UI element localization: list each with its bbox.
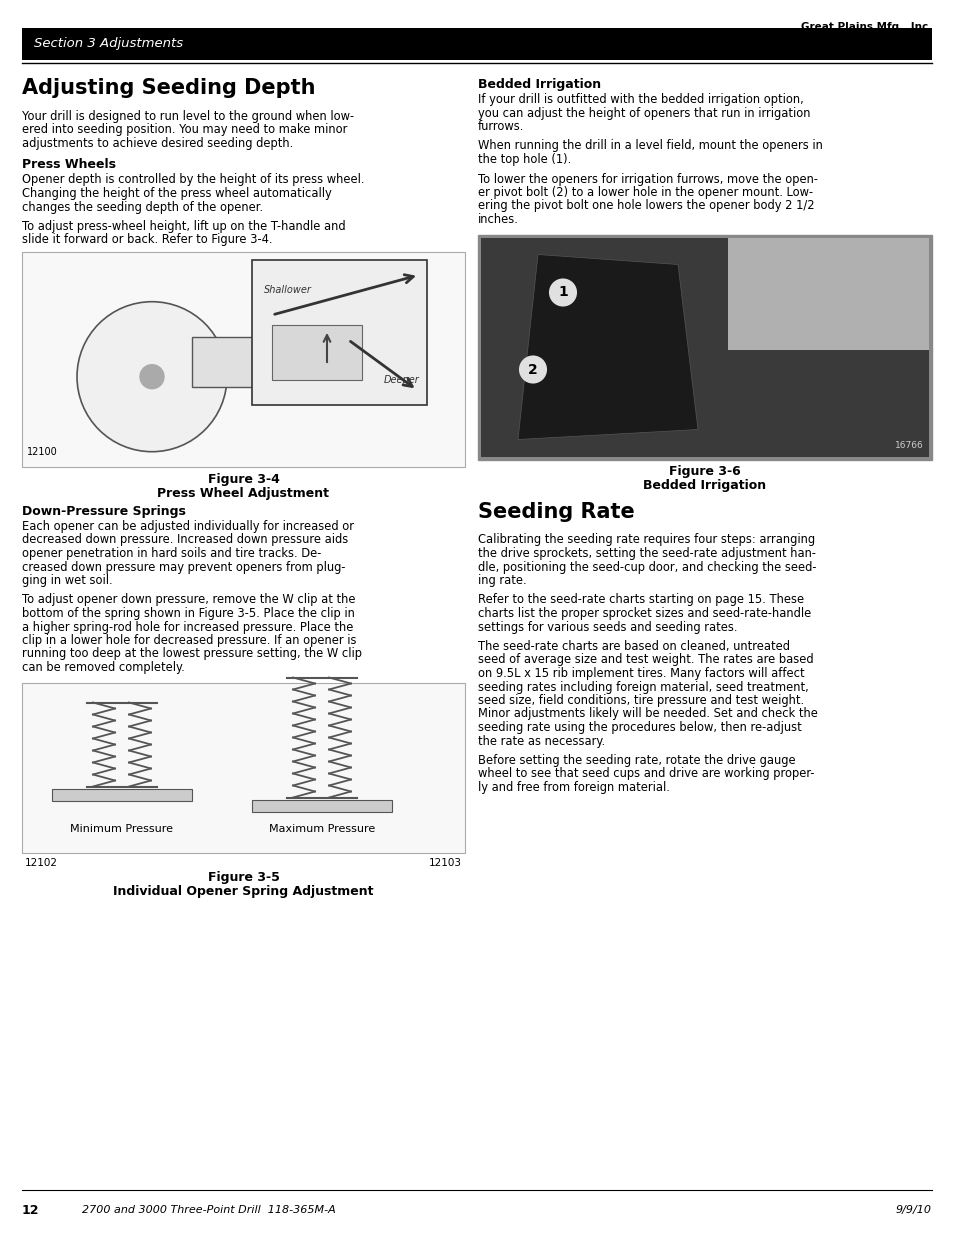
Bar: [252, 261, 427, 405]
Text: opener penetration in hard soils and tire tracks. De-: opener penetration in hard soils and tir…: [22, 547, 321, 559]
Text: Minimum Pressure: Minimum Pressure: [71, 825, 173, 835]
Text: Each opener can be adjusted individually for increased or: Each opener can be adjusted individually…: [22, 520, 354, 534]
Bar: [480, 237, 928, 457]
Text: slide it forward or back. Refer to Figure 3-4.: slide it forward or back. Refer to Figur…: [22, 233, 273, 247]
Text: the top hole (1).: the top hole (1).: [477, 153, 571, 165]
Text: adjustments to achieve desired seeding depth.: adjustments to achieve desired seeding d…: [22, 137, 293, 149]
Text: Minor adjustments likely will be needed. Set and check the: Minor adjustments likely will be needed.…: [477, 708, 817, 720]
Bar: [272, 325, 361, 380]
Text: 1: 1: [558, 285, 567, 300]
Text: If your drill is outfitted with the bedded irrigation option,: If your drill is outfitted with the bedd…: [477, 93, 803, 106]
Text: Bedded Irrigation: Bedded Irrigation: [642, 479, 766, 493]
Text: on 9.5L x 15 rib implement tires. Many factors will affect: on 9.5L x 15 rib implement tires. Many f…: [477, 667, 803, 680]
Text: Down-Pressure Springs: Down-Pressure Springs: [22, 505, 186, 517]
Text: changes the seeding depth of the opener.: changes the seeding depth of the opener.: [22, 200, 263, 214]
Text: Before setting the seeding rate, rotate the drive gauge: Before setting the seeding rate, rotate …: [477, 755, 795, 767]
Text: Individual Opener Spring Adjustment: Individual Opener Spring Adjustment: [113, 884, 374, 898]
Text: furrows.: furrows.: [477, 120, 524, 133]
Text: running too deep at the lowest pressure setting, the W clip: running too deep at the lowest pressure …: [22, 647, 361, 661]
Text: ered into seeding position. You may need to make minor: ered into seeding position. You may need…: [22, 124, 347, 137]
Text: seeding rates including foreign material, seed treatment,: seeding rates including foreign material…: [477, 680, 808, 694]
Text: 12102: 12102: [25, 858, 58, 868]
Text: can be removed completely.: can be removed completely.: [22, 661, 185, 674]
Text: When running the drill in a level field, mount the openers in: When running the drill in a level field,…: [477, 140, 822, 152]
Bar: [22, 683, 464, 852]
Text: seeding rate using the procedures below, then re-adjust: seeding rate using the procedures below,…: [477, 721, 801, 734]
Text: Your drill is designed to run level to the ground when low-: Your drill is designed to run level to t…: [22, 110, 354, 124]
Circle shape: [77, 301, 227, 452]
Text: ing rate.: ing rate.: [477, 574, 526, 587]
Text: ging in wet soil.: ging in wet soil.: [22, 574, 112, 587]
Text: Refer to the seed-rate charts starting on page 15. These: Refer to the seed-rate charts starting o…: [477, 594, 803, 606]
Text: Maximum Pressure: Maximum Pressure: [269, 825, 375, 835]
Text: seed of average size and test weight. The rates are based: seed of average size and test weight. Th…: [477, 653, 813, 667]
Text: wheel to see that seed cups and drive are working proper-: wheel to see that seed cups and drive ar…: [477, 767, 814, 781]
Text: Changing the height of the press wheel automatically: Changing the height of the press wheel a…: [22, 186, 332, 200]
Text: 2: 2: [528, 363, 537, 377]
Text: a higher spring-rod hole for increased pressure. Place the: a higher spring-rod hole for increased p…: [22, 620, 353, 634]
Text: you can adjust the height of openers that run in irrigation: you can adjust the height of openers tha…: [477, 106, 810, 120]
Text: er pivot bolt (2) to a lower hole in the opener mount. Low-: er pivot bolt (2) to a lower hole in the…: [477, 186, 812, 199]
Circle shape: [140, 364, 164, 389]
Bar: [192, 337, 302, 387]
Text: Seeding Rate: Seeding Rate: [477, 501, 634, 521]
Text: 12: 12: [22, 1203, 39, 1216]
Bar: [22, 252, 464, 467]
Bar: [477, 235, 931, 459]
Text: settings for various seeds and seeding rates.: settings for various seeds and seeding r…: [477, 620, 737, 634]
Text: dle, positioning the seed-cup door, and checking the seed-: dle, positioning the seed-cup door, and …: [477, 561, 816, 573]
Text: ering the pivot bolt one hole lowers the opener body 2 1/2: ering the pivot bolt one hole lowers the…: [477, 200, 814, 212]
Text: bottom of the spring shown in Figure 3-5. Place the clip in: bottom of the spring shown in Figure 3-5…: [22, 606, 355, 620]
Bar: [22, 28, 931, 61]
Text: charts list the proper sprocket sizes and seed-rate-handle: charts list the proper sprocket sizes an…: [477, 606, 810, 620]
Text: the rate as necessary.: the rate as necessary.: [477, 735, 604, 747]
Text: Shallower: Shallower: [264, 285, 312, 295]
Text: To lower the openers for irrigation furrows, move the open-: To lower the openers for irrigation furr…: [477, 173, 817, 185]
Circle shape: [519, 357, 545, 383]
Text: clip in a lower hole for decreased pressure. If an opener is: clip in a lower hole for decreased press…: [22, 634, 356, 647]
Text: Press Wheels: Press Wheels: [22, 158, 116, 172]
Text: decreased down pressure. Increased down pressure aids: decreased down pressure. Increased down …: [22, 534, 348, 547]
Text: Press Wheel Adjustment: Press Wheel Adjustment: [157, 487, 329, 500]
Text: 12103: 12103: [429, 858, 461, 868]
Text: Opener depth is controlled by the height of its press wheel.: Opener depth is controlled by the height…: [22, 173, 364, 186]
Text: Calibrating the seeding rate requires four steps: arranging: Calibrating the seeding rate requires fo…: [477, 534, 814, 547]
Text: creased down pressure may prevent openers from plug-: creased down pressure may prevent opener…: [22, 561, 345, 573]
Bar: [52, 788, 192, 800]
Bar: [252, 799, 392, 811]
Text: inches.: inches.: [477, 212, 518, 226]
Text: Bedded Irrigation: Bedded Irrigation: [477, 78, 600, 91]
Text: The seed-rate charts are based on cleaned, untreated: The seed-rate charts are based on cleane…: [477, 640, 789, 653]
Text: 16766: 16766: [894, 441, 923, 450]
Text: 12100: 12100: [27, 447, 58, 457]
Text: seed size, field conditions, tire pressure and test weight.: seed size, field conditions, tire pressu…: [477, 694, 803, 706]
Text: Adjusting Seeding Depth: Adjusting Seeding Depth: [22, 78, 315, 98]
Text: Figure 3-6: Figure 3-6: [668, 466, 740, 478]
Text: ly and free from foreign material.: ly and free from foreign material.: [477, 781, 669, 794]
Polygon shape: [517, 254, 698, 440]
Text: To adjust opener down pressure, remove the W clip at the: To adjust opener down pressure, remove t…: [22, 594, 355, 606]
Text: Figure 3-5: Figure 3-5: [208, 871, 279, 883]
Text: Great Plains Mfg., Inc.: Great Plains Mfg., Inc.: [800, 22, 931, 32]
Bar: [727, 237, 928, 350]
Text: 2700 and 3000 Three-Point Drill  118-365M-A: 2700 and 3000 Three-Point Drill 118-365M…: [82, 1205, 335, 1215]
Circle shape: [550, 279, 576, 305]
Text: Section 3 Adjustments: Section 3 Adjustments: [34, 37, 183, 51]
Text: To adjust press-wheel height, lift up on the T-handle and: To adjust press-wheel height, lift up on…: [22, 220, 345, 233]
Text: the drive sprockets, setting the seed-rate adjustment han-: the drive sprockets, setting the seed-ra…: [477, 547, 815, 559]
Text: Deeper: Deeper: [383, 375, 418, 385]
Text: 9/9/10: 9/9/10: [895, 1205, 931, 1215]
Text: Figure 3-4: Figure 3-4: [208, 473, 279, 487]
